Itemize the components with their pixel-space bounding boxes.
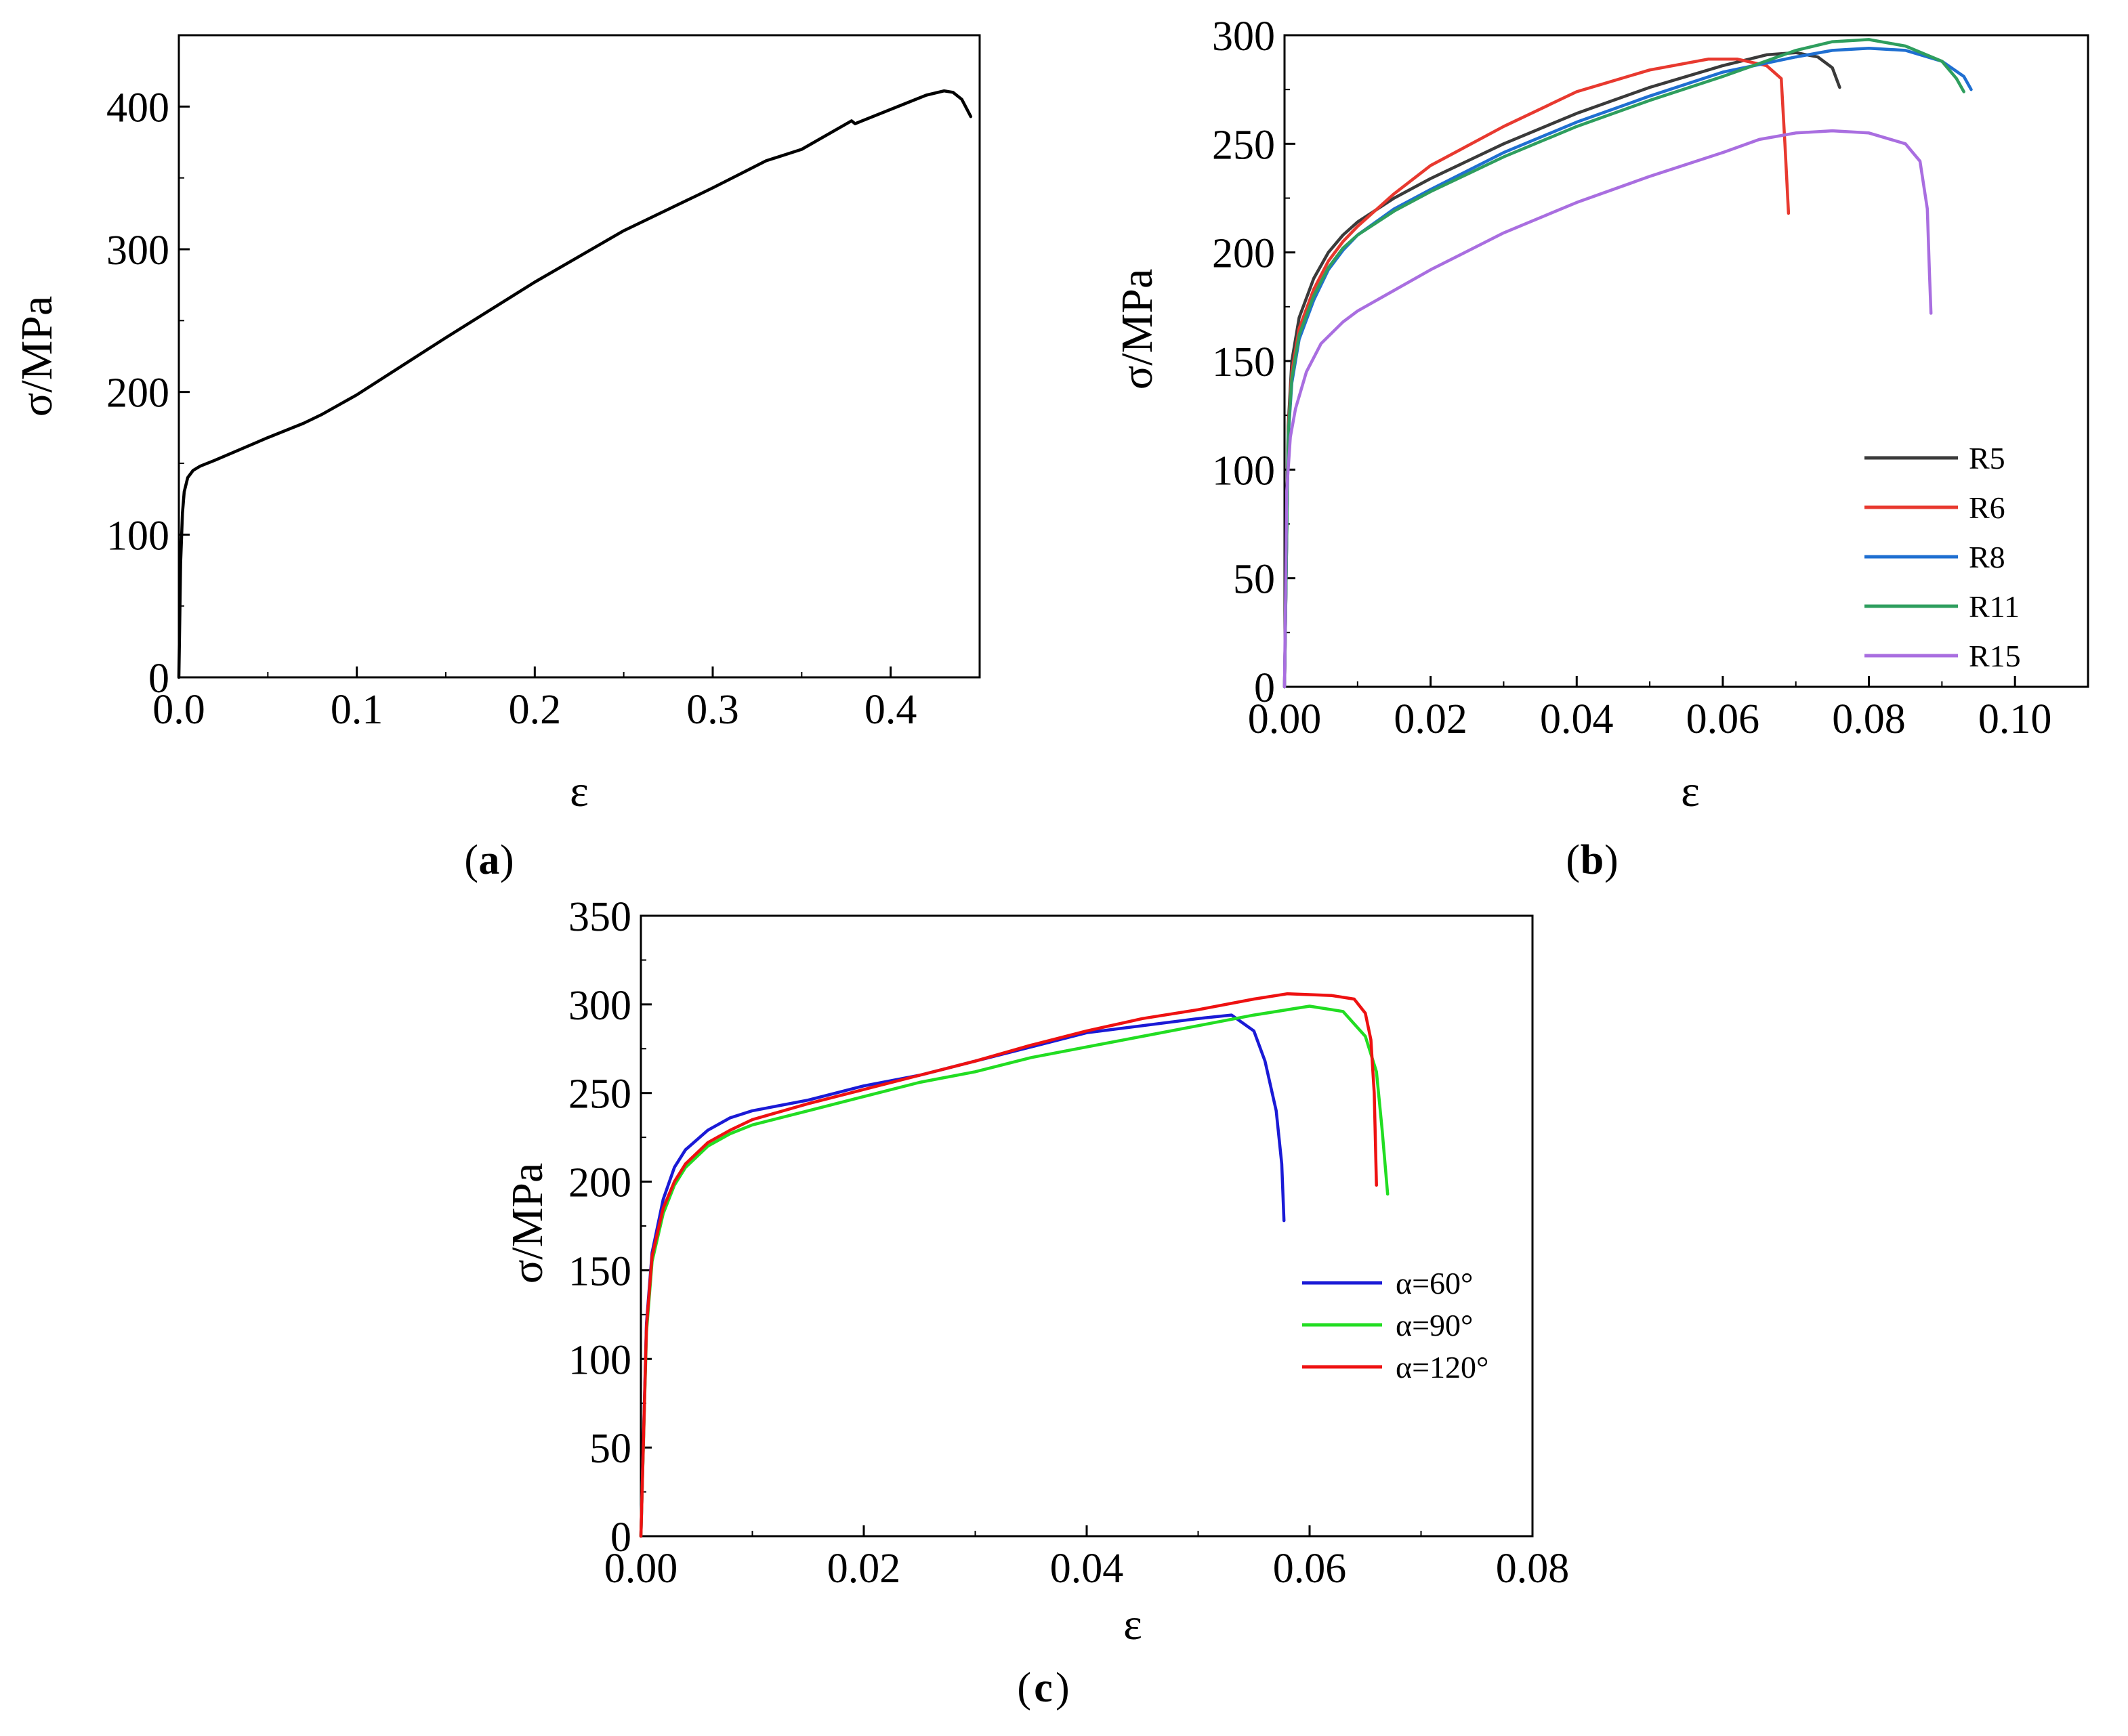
caption-c: ( c ) xyxy=(1017,1665,1069,1711)
x-axis-label-b: ε xyxy=(1681,767,1700,816)
y-tick-label: 0 xyxy=(148,656,169,702)
tick-labels-b: 0.00 0.02 0.04 0.06 0.08 0.10 0 50 100 150 200 250 3… xyxy=(1212,14,2051,742)
y-tick-label: 400 xyxy=(106,85,169,131)
svg-text:): ) xyxy=(500,837,514,883)
series-lines-b xyxy=(1282,38,1973,689)
y-tick-label: 200 xyxy=(568,1160,631,1206)
series-line-r5 xyxy=(1282,51,1841,689)
y-tick-label: 300 xyxy=(568,983,631,1029)
x-tick-label: 0.08 xyxy=(1496,1546,1570,1592)
y-tick-label: 50 xyxy=(589,1426,631,1472)
series-line-r15 xyxy=(1282,129,1933,689)
y-tick-label: 100 xyxy=(568,1337,631,1383)
svg-text:(: ( xyxy=(464,837,478,883)
y-tick-label: 0 xyxy=(610,1515,631,1561)
plot-frame-a xyxy=(178,34,981,679)
x-tick-label: 0.4 xyxy=(864,687,917,733)
legend-b: R5 R6 R8 R11 R15 xyxy=(1864,441,2021,673)
x-tick-label: 0.06 xyxy=(1273,1546,1347,1592)
panel-b: 0.00 0.02 0.04 0.06 0.08 0.10 0 50 100 150 200 250 3… xyxy=(1112,14,2089,883)
series-line-stress-strain xyxy=(177,89,973,679)
legend-label: R6 xyxy=(1969,490,2005,525)
series-lines-c xyxy=(639,992,1390,1538)
caption-a: ( a ) xyxy=(464,837,514,883)
y-tick-label: 200 xyxy=(1212,231,1275,277)
svg-text:(: ( xyxy=(1566,837,1580,883)
series-lines-a xyxy=(177,89,973,679)
legend-label: α=90° xyxy=(1396,1308,1473,1342)
legend-label: R15 xyxy=(1969,639,2021,673)
tick-labels-c: 0.00 0.02 0.04 0.06 0.08 0 50 100 150 200 250 300 35… xyxy=(568,894,1569,1592)
y-tick-label: 50 xyxy=(1233,557,1275,603)
y-tick-label: 150 xyxy=(1212,339,1275,385)
y-tick-label: 250 xyxy=(568,1072,631,1118)
x-tick-label: 0.0 xyxy=(152,687,205,733)
series-line--120- xyxy=(639,992,1378,1538)
legend-label: α=60° xyxy=(1396,1266,1473,1300)
x-tick-label: 0.06 xyxy=(1686,696,1760,742)
x-tick-label: 0.00 xyxy=(604,1546,678,1592)
y-axis-label-b: σ/MPa xyxy=(1112,269,1162,390)
legend-label: R11 xyxy=(1969,589,2020,624)
x-tick-label: 0.02 xyxy=(827,1546,901,1592)
legend-label: R8 xyxy=(1969,540,2005,574)
x-tick-label: 0.2 xyxy=(509,687,562,733)
panel-c: 0.00 0.02 0.04 0.06 0.08 0 50 100 150 200 250 300 35… xyxy=(503,894,1569,1711)
x-tick-label: 0.02 xyxy=(1394,696,1467,742)
x-tick-label: 0.08 xyxy=(1832,696,1906,742)
panel-a: 0.0 0.1 0.2 0.3 0.4 0 100 200 300 400 ε σ/MPa ( a… xyxy=(12,34,981,883)
svg-text:): ) xyxy=(1604,837,1619,883)
x-axis-label-c: ε xyxy=(1123,1600,1142,1649)
y-tick-label: 300 xyxy=(106,228,169,274)
x-axis-label-a: ε xyxy=(570,767,589,816)
legend-c: α=60° α=90° α=120° xyxy=(1302,1266,1488,1384)
tick-labels-a: 0.0 0.1 0.2 0.3 0.4 0 100 200 300 400 xyxy=(106,85,917,733)
y-tick-label: 100 xyxy=(106,513,169,559)
legend-label: α=120° xyxy=(1396,1350,1488,1384)
caption-letter-b: b xyxy=(1581,837,1604,883)
y-axis-label-c: σ/MPa xyxy=(503,1163,552,1284)
y-tick-label: 150 xyxy=(568,1248,631,1294)
axis-ticks-c xyxy=(640,914,1534,1538)
caption-letter-c: c xyxy=(1034,1665,1053,1711)
x-tick-label: 0.3 xyxy=(686,687,739,733)
y-tick-label: 200 xyxy=(106,371,169,417)
x-tick-label: 0.1 xyxy=(331,687,383,733)
x-tick-label: 0.04 xyxy=(1050,1546,1124,1592)
legend-label: R5 xyxy=(1969,441,2005,475)
x-tick-label: 0.00 xyxy=(1248,696,1322,742)
series-line-r11 xyxy=(1282,38,1965,689)
y-tick-label: 350 xyxy=(568,894,631,940)
y-tick-label: 250 xyxy=(1212,122,1275,168)
y-axis-label-a: σ/MPa xyxy=(12,296,62,417)
caption-letter-a: a xyxy=(479,837,500,883)
y-tick-label: 0 xyxy=(1254,665,1275,711)
svg-text:(: ( xyxy=(1017,1665,1031,1711)
y-tick-label: 100 xyxy=(1212,448,1275,494)
series-line-r6 xyxy=(1282,58,1791,689)
svg-text:): ) xyxy=(1056,1665,1070,1711)
x-tick-label: 0.04 xyxy=(1540,696,1614,742)
x-tick-label: 0.10 xyxy=(1978,696,2052,742)
caption-b: ( b ) xyxy=(1566,837,1618,883)
y-tick-label: 300 xyxy=(1212,14,1275,60)
